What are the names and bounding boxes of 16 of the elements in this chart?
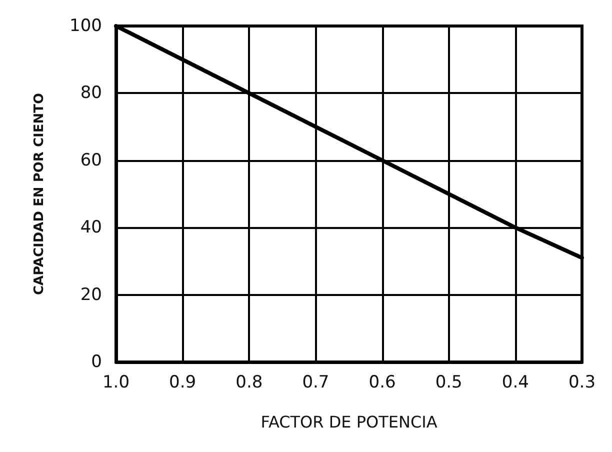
y-tick-label: 60 bbox=[80, 150, 102, 170]
x-tick-label: 0.6 bbox=[368, 372, 396, 392]
x-tick-label: 0.3 bbox=[568, 372, 596, 392]
y-tick-label: 100 bbox=[70, 16, 102, 36]
y-tick-label: 80 bbox=[80, 83, 102, 104]
y-axis-title: CAPACIDAD EN POR CIENTO bbox=[32, 92, 47, 296]
y-tick-label: 40 bbox=[80, 218, 102, 238]
x-tick-label: 0.7 bbox=[302, 372, 330, 392]
x-axis-title: FACTOR DE POTENCIA bbox=[260, 412, 438, 432]
x-tick-label: 0.8 bbox=[236, 372, 263, 392]
x-tick-label: 0.9 bbox=[169, 372, 196, 392]
x-tick-label: 1.0 bbox=[102, 372, 130, 392]
y-tick-label: 0 bbox=[91, 352, 102, 372]
x-tick-label: 0.4 bbox=[502, 372, 529, 392]
x-tick-label: 0.5 bbox=[435, 372, 462, 392]
y-tick-label: 20 bbox=[80, 284, 102, 305]
